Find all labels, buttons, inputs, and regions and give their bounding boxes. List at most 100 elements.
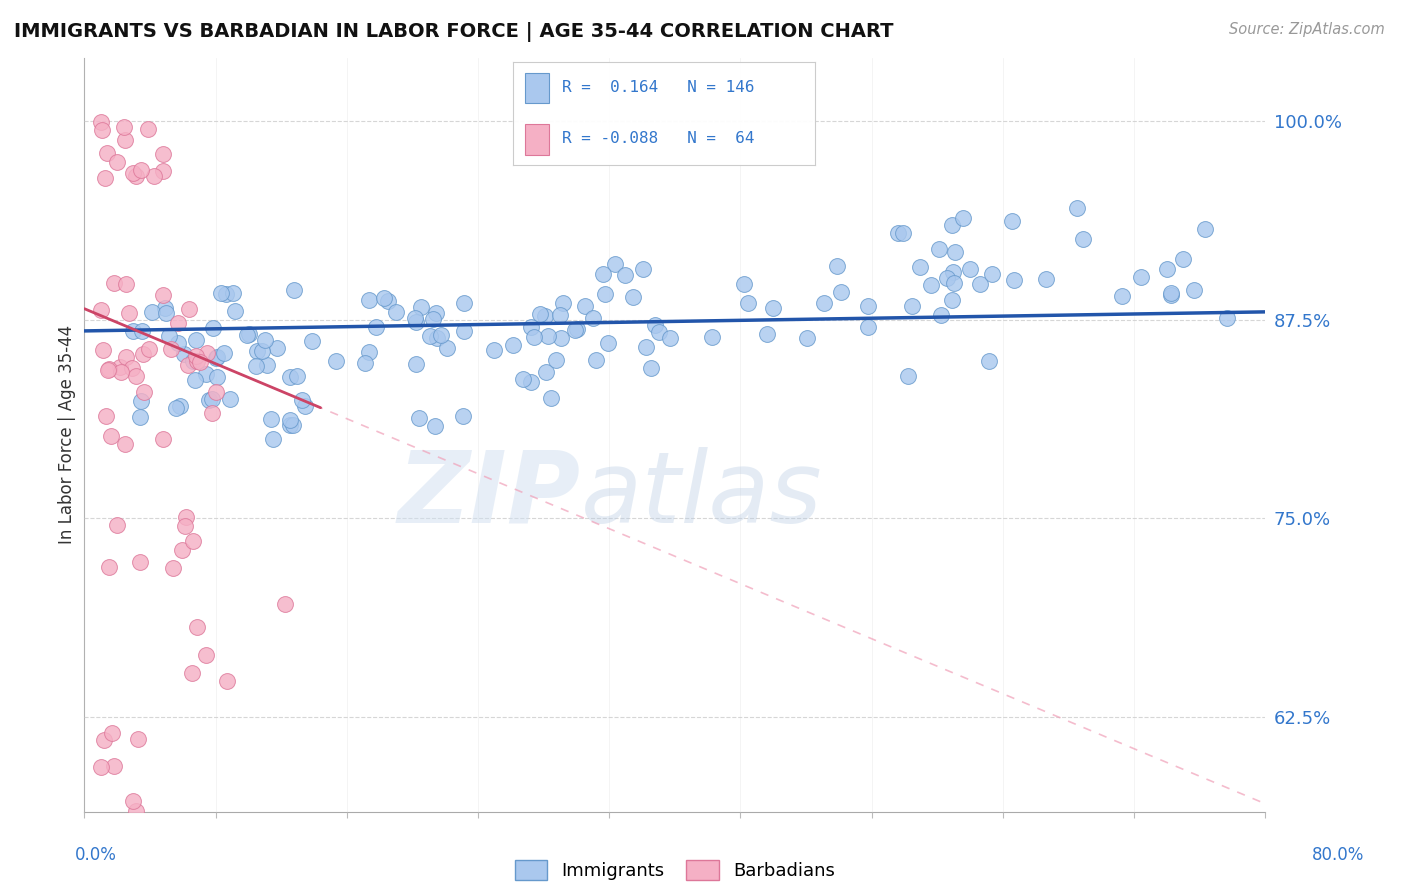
Point bbox=[114, 436, 136, 450]
Point bbox=[603, 257, 626, 271]
Text: 0.0%: 0.0% bbox=[75, 846, 117, 863]
Point bbox=[170, 543, 193, 558]
Point bbox=[453, 409, 475, 423]
Point bbox=[408, 411, 430, 425]
Bar bbox=[526, 73, 550, 103]
Point bbox=[110, 365, 132, 379]
Y-axis label: In Labor Force | Age 35-44: In Labor Force | Age 35-44 bbox=[58, 326, 76, 544]
Point bbox=[942, 277, 965, 291]
Point bbox=[165, 401, 187, 416]
Point bbox=[908, 260, 931, 275]
Point bbox=[152, 146, 174, 161]
Point bbox=[204, 351, 226, 365]
Point bbox=[357, 344, 380, 359]
Point bbox=[105, 518, 128, 533]
Point bbox=[929, 308, 952, 322]
Point bbox=[502, 337, 524, 351]
Point bbox=[534, 366, 557, 380]
Point bbox=[529, 307, 551, 321]
Point bbox=[183, 354, 205, 368]
Point bbox=[430, 327, 453, 342]
Point bbox=[262, 432, 284, 446]
Point bbox=[733, 277, 755, 292]
Point bbox=[93, 171, 115, 186]
Point bbox=[202, 321, 225, 335]
Point bbox=[942, 264, 965, 278]
Point bbox=[540, 391, 562, 405]
Point bbox=[582, 311, 605, 326]
Point bbox=[122, 166, 145, 180]
Point bbox=[959, 262, 981, 277]
Text: ZIP: ZIP bbox=[398, 447, 581, 543]
Point bbox=[856, 299, 879, 313]
Point bbox=[194, 648, 217, 663]
Point bbox=[186, 619, 208, 633]
Point bbox=[266, 341, 288, 355]
Point bbox=[273, 597, 295, 611]
Point bbox=[90, 115, 112, 129]
Point bbox=[152, 432, 174, 446]
Point bbox=[537, 328, 560, 343]
Point bbox=[592, 267, 614, 281]
Point bbox=[373, 291, 395, 305]
Point bbox=[96, 146, 118, 161]
Point bbox=[354, 356, 377, 370]
Point bbox=[256, 358, 278, 372]
Point bbox=[152, 163, 174, 178]
Text: atlas: atlas bbox=[581, 447, 823, 543]
Point bbox=[640, 361, 662, 376]
Point bbox=[184, 333, 207, 347]
Point bbox=[856, 320, 879, 334]
Point bbox=[246, 344, 269, 359]
Point bbox=[281, 418, 304, 433]
Text: R = -0.088   N =  64: R = -0.088 N = 64 bbox=[561, 131, 754, 146]
Point bbox=[897, 369, 920, 384]
Point bbox=[173, 347, 195, 361]
Point bbox=[980, 267, 1002, 281]
Point bbox=[1129, 269, 1152, 284]
Point bbox=[631, 262, 654, 277]
Point bbox=[623, 290, 645, 304]
Point bbox=[128, 555, 150, 569]
Point bbox=[550, 331, 572, 345]
Point bbox=[283, 283, 305, 297]
Point bbox=[155, 306, 177, 320]
Point bbox=[936, 271, 959, 285]
Point bbox=[700, 330, 723, 344]
Point bbox=[93, 733, 115, 747]
Point bbox=[152, 288, 174, 302]
Point bbox=[564, 323, 586, 337]
Point bbox=[215, 287, 238, 301]
Point bbox=[209, 286, 232, 301]
Point bbox=[825, 259, 848, 273]
Point bbox=[245, 359, 267, 373]
Point bbox=[409, 300, 432, 314]
Point bbox=[114, 277, 136, 291]
Point bbox=[943, 245, 966, 260]
Point bbox=[596, 336, 619, 351]
Point bbox=[1216, 310, 1239, 325]
Point bbox=[207, 350, 229, 364]
Point bbox=[364, 319, 387, 334]
Point bbox=[197, 392, 219, 407]
Point bbox=[250, 343, 273, 358]
Point bbox=[1035, 272, 1057, 286]
Point bbox=[484, 343, 506, 358]
Point bbox=[1002, 273, 1025, 287]
Point bbox=[236, 328, 259, 343]
Point bbox=[112, 120, 135, 134]
Point bbox=[548, 308, 571, 322]
Point bbox=[520, 375, 543, 389]
Point bbox=[1194, 222, 1216, 236]
Point bbox=[217, 674, 239, 689]
Point bbox=[103, 277, 125, 291]
Point bbox=[551, 296, 574, 310]
Point bbox=[659, 331, 682, 345]
Point bbox=[122, 325, 145, 339]
Point bbox=[176, 510, 198, 524]
Point bbox=[385, 305, 408, 319]
Point bbox=[405, 315, 427, 329]
Point bbox=[177, 301, 200, 316]
Text: 80.0%: 80.0% bbox=[1312, 846, 1365, 863]
Point bbox=[181, 666, 204, 681]
